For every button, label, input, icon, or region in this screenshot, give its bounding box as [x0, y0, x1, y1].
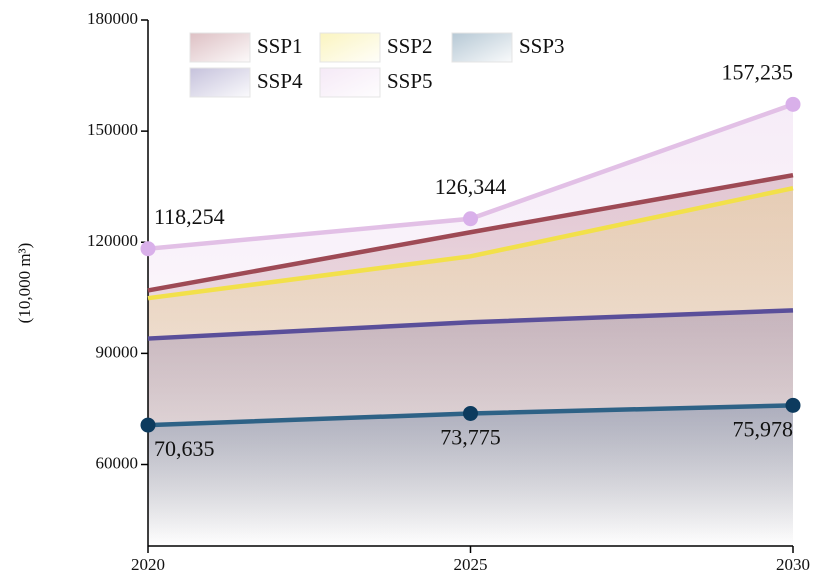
x-tick-label: 2020: [131, 555, 165, 574]
line: [147, 172, 794, 293]
legend-label: SSP2: [387, 34, 433, 58]
legend-swatch: [319, 32, 381, 63]
value-label: 126,344: [435, 174, 507, 199]
marker: [785, 96, 801, 112]
legend-label: SSP5: [387, 69, 433, 93]
legend-swatch: [189, 32, 251, 63]
area: [148, 104, 793, 546]
legend-swatch: [319, 67, 381, 98]
value-label: 157,235: [722, 59, 794, 84]
y-axis-label: (10,000 m³): [15, 243, 34, 324]
x-tick-label: 2025: [454, 555, 488, 574]
marker: [785, 397, 801, 413]
value-label: 73,775: [440, 425, 501, 450]
marker: [463, 211, 478, 227]
y-tick-label: 120000: [87, 231, 138, 250]
value-label: 75,978: [733, 416, 794, 441]
legend-label: SSP4: [257, 69, 303, 93]
value-label: 70,635: [154, 436, 215, 461]
marker: [463, 405, 478, 421]
marker: [140, 417, 156, 433]
legend-swatch: [189, 67, 251, 98]
line: [147, 185, 794, 301]
legend-label: SSP1: [257, 34, 303, 58]
y-tick-label: 180000: [87, 9, 138, 28]
legend-label: SSP3: [519, 34, 565, 58]
value-label: 118,254: [154, 204, 225, 229]
x-tick-label: 2030: [776, 555, 810, 574]
line: [147, 308, 794, 341]
y-tick-label: 150000: [87, 120, 138, 139]
marker: [140, 241, 156, 257]
y-tick-label: 90000: [96, 342, 139, 361]
y-tick-label: 60000: [96, 453, 139, 472]
legend-swatch: [451, 32, 513, 63]
